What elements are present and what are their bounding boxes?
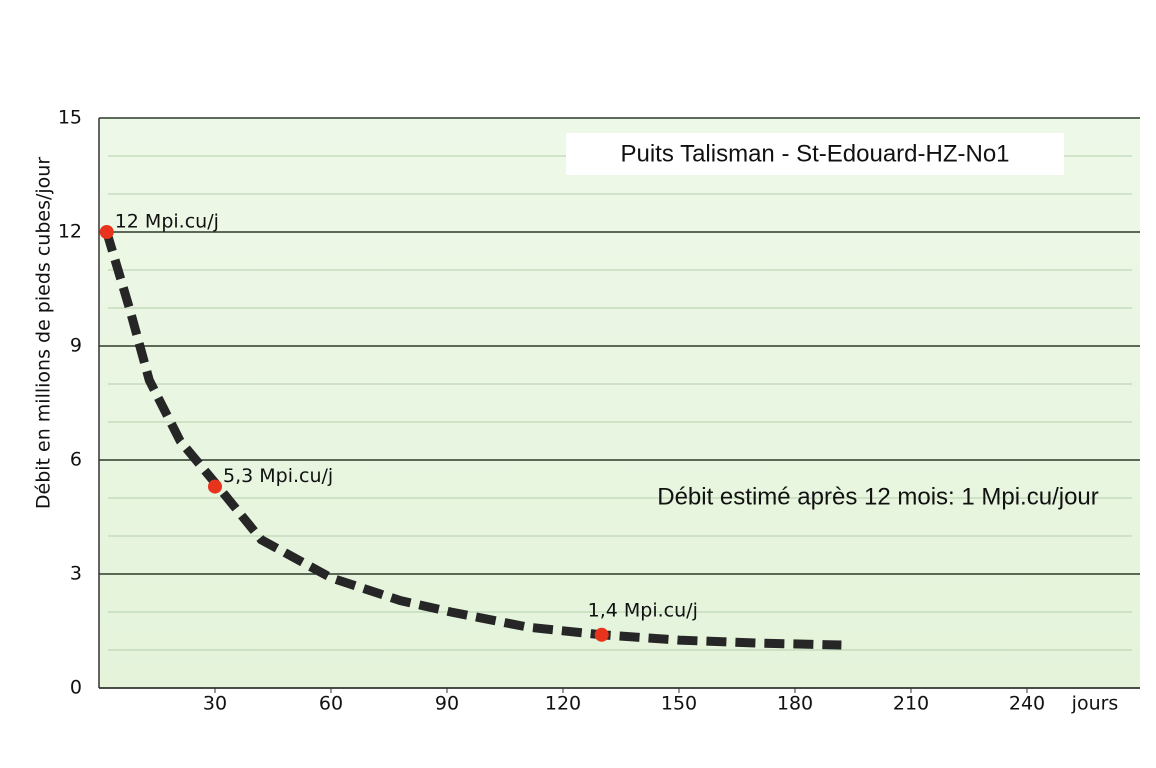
chart-title: Puits Talisman - St-Edouard-HZ-No1 <box>620 140 1009 167</box>
data-label: 5,3 Mpi.cu/j <box>223 465 333 487</box>
x-tick-label: 60 <box>319 693 343 715</box>
x-tick-label: 120 <box>545 693 581 715</box>
data-label: 12 Mpi.cu/j <box>115 211 219 233</box>
data-point <box>208 479 222 494</box>
y-axis-label: Débit en millions de pieds cubes/jour <box>33 157 55 509</box>
plot-area <box>99 118 1140 688</box>
y-tick-label: 15 <box>58 107 82 129</box>
data-point <box>99 225 114 239</box>
y-tick-label: 3 <box>70 563 82 585</box>
x-tick-label: 30 <box>203 693 227 715</box>
data-label: 1,4 Mpi.cu/j <box>588 599 698 621</box>
x-tick-label: 90 <box>435 693 459 715</box>
annotation: Débit estimé après 12 mois: 1 Mpi.cu/jou… <box>657 483 1099 510</box>
dashed-curve <box>102 230 842 650</box>
x-tick-label: 240 <box>1009 693 1045 715</box>
y-tick-label: 0 <box>70 677 82 699</box>
y-tick-label: 6 <box>70 449 82 471</box>
data-point <box>594 627 609 642</box>
title-box <box>566 133 1064 175</box>
y-tick-label: 12 <box>58 221 82 243</box>
x-tick-label: 150 <box>661 693 697 715</box>
y-tick-label: 9 <box>70 335 82 357</box>
x-tick-label: 210 <box>893 693 929 715</box>
x-tick-label: 180 <box>777 693 813 715</box>
x-axis-label: jours <box>1071 693 1119 715</box>
